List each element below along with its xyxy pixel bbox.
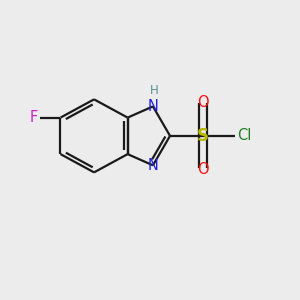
Text: F: F	[29, 110, 38, 125]
Text: O: O	[197, 162, 209, 177]
Text: Cl: Cl	[237, 128, 251, 143]
Text: S: S	[197, 127, 209, 145]
Text: N: N	[148, 158, 158, 173]
Text: N: N	[148, 99, 158, 114]
Text: H: H	[150, 84, 159, 97]
Text: O: O	[197, 94, 209, 110]
